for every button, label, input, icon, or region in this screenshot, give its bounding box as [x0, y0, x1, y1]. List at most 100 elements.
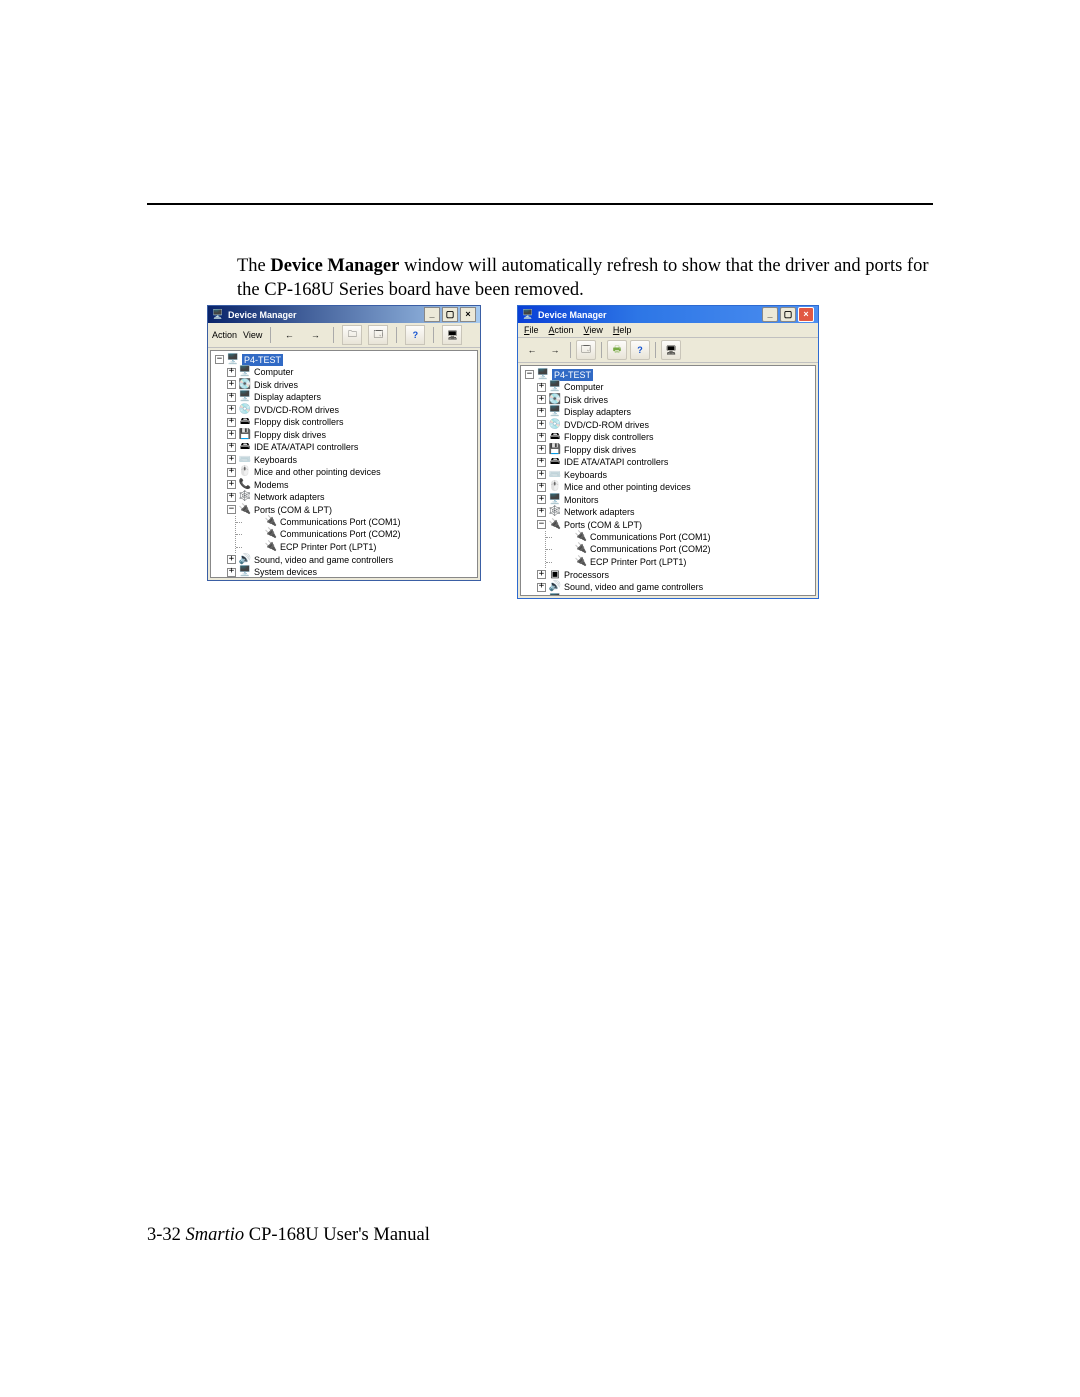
tree-item[interactable]: 💿DVD/CD-ROM drives — [227, 404, 339, 416]
tree-item[interactable]: 🖥️System devices — [227, 566, 317, 578]
close-button[interactable]: × — [460, 307, 476, 322]
tree-item-label[interactable]: DVD/CD-ROM drives — [564, 419, 649, 431]
tree-item[interactable]: 🔌Communications Port (COM1) — [253, 516, 401, 528]
menu-file[interactable]: File — [524, 325, 539, 335]
tree-item[interactable]: 💾Floppy disk drives — [537, 444, 636, 456]
tree-item-label[interactable]: Communications Port (COM2) — [280, 528, 401, 540]
expander-icon[interactable] — [537, 583, 546, 592]
scan-button[interactable]: 🖥 — [442, 325, 462, 345]
tree-item-label[interactable]: System devices — [254, 566, 317, 578]
tree-item[interactable]: ⌨️Keyboards — [537, 469, 607, 481]
back-button[interactable]: ← — [522, 340, 542, 360]
expander-icon[interactable] — [537, 433, 546, 442]
expander-icon[interactable] — [537, 445, 546, 454]
tree-item[interactable]: 🖱️Mice and other pointing devices — [227, 466, 381, 478]
expander-icon[interactable] — [537, 408, 546, 417]
tree-item-label[interactable]: Network adapters — [564, 506, 635, 518]
tree-item-label[interactable]: Network adapters — [254, 491, 325, 503]
tree-item-label[interactable]: Computer — [254, 366, 294, 378]
expander-icon[interactable] — [227, 368, 236, 377]
print-button[interactable]: 🖶 — [607, 340, 627, 360]
expander-icon[interactable] — [537, 495, 546, 504]
expander-icon[interactable] — [537, 458, 546, 467]
tree-item[interactable]: 💽Disk drives — [537, 394, 608, 406]
expander-icon[interactable] — [537, 383, 546, 392]
tree-item-label[interactable]: Monitors — [564, 494, 599, 506]
tree-item[interactable]: 🖴Floppy disk controllers — [227, 416, 344, 428]
forward-button[interactable]: → — [305, 325, 325, 345]
expander-icon[interactable] — [537, 595, 546, 596]
tree-item-label[interactable]: ECP Printer Port (LPT1) — [590, 556, 686, 568]
tree-item[interactable]: 🖴IDE ATA/ATAPI controllers — [537, 456, 668, 468]
menu-action[interactable]: Action — [549, 325, 574, 335]
tree-item[interactable]: 🖴IDE ATA/ATAPI controllers — [227, 441, 358, 453]
tree-item[interactable]: 🖥️Display adapters — [537, 406, 631, 418]
tree-item-label[interactable]: Processors — [564, 569, 609, 581]
tree-item[interactable]: 💿DVD/CD-ROM drives — [537, 419, 649, 431]
tree-item[interactable]: 💾Floppy disk drives — [227, 429, 326, 441]
tree-item[interactable]: 📞Modems — [227, 479, 289, 491]
tree-item-label[interactable]: Computer — [564, 381, 604, 393]
back-button[interactable]: ← — [279, 325, 299, 345]
tree-pane[interactable]: 🖥️P4-TEST🖥️Computer💽Disk drives🖥️Display… — [210, 350, 478, 578]
tree-item-label[interactable]: Floppy disk controllers — [254, 416, 344, 428]
tree-item-label[interactable]: Disk drives — [254, 379, 298, 391]
expander-icon[interactable] — [537, 520, 546, 529]
expander-icon[interactable] — [227, 568, 236, 577]
tree-item[interactable]: ▣Processors — [537, 569, 609, 581]
tree-item-label[interactable]: Sound, video and game controllers — [254, 554, 393, 566]
expander-icon[interactable] — [537, 483, 546, 492]
tree-item[interactable]: 🕸️Network adapters — [537, 506, 635, 518]
tree-item-label[interactable]: Floppy disk drives — [564, 444, 636, 456]
scan-button[interactable]: 🖥 — [661, 340, 681, 360]
tree-item[interactable]: 🔌Communications Port (COM2) — [253, 528, 401, 540]
expander-icon[interactable] — [227, 380, 236, 389]
tree-item[interactable]: ⌨️Keyboards — [227, 454, 297, 466]
expander-icon[interactable] — [227, 555, 236, 564]
tree-item-label[interactable]: Keyboards — [254, 454, 297, 466]
expander-icon[interactable] — [227, 393, 236, 402]
minimize-button[interactable]: _ — [762, 307, 778, 322]
expander-icon[interactable] — [227, 493, 236, 502]
tree-root[interactable]: 🖥️P4-TEST — [215, 354, 283, 366]
expander-icon[interactable] — [537, 395, 546, 404]
menu-action[interactable]: Action — [212, 330, 237, 340]
properties-button[interactable]: 🗔 — [368, 325, 388, 345]
expander-icon[interactable] — [227, 455, 236, 464]
tree-item[interactable]: 🔌Communications Port (COM1) — [563, 531, 711, 543]
tree-item-label[interactable]: Floppy disk controllers — [564, 431, 654, 443]
menu-view[interactable]: View — [243, 330, 262, 340]
forward-button[interactable]: → — [545, 340, 565, 360]
properties-button[interactable]: 🗔 — [576, 340, 596, 360]
tree-item[interactable]: 🖱️Mice and other pointing devices — [537, 481, 691, 493]
help-button[interactable]: ? — [630, 340, 650, 360]
expander-icon[interactable] — [525, 370, 534, 379]
tree-item[interactable]: 🖥️Monitors — [537, 494, 599, 506]
tree-item-label[interactable]: IDE ATA/ATAPI controllers — [564, 456, 668, 468]
tree-item[interactable]: 🔌Ports (COM & LPT) — [227, 504, 332, 516]
menu-view[interactable]: View — [584, 325, 603, 335]
tree-item-label[interactable]: Display adapters — [564, 406, 631, 418]
tree-item-label[interactable]: Sound, video and game controllers — [564, 581, 703, 593]
tree-item-label[interactable]: Communications Port (COM1) — [590, 531, 711, 543]
tree-item-label[interactable]: Communications Port (COM2) — [590, 543, 711, 555]
tree-root-label[interactable]: P4-TEST — [552, 369, 593, 381]
minimize-button[interactable]: _ — [424, 307, 440, 322]
tree-item[interactable]: 🖴Floppy disk controllers — [537, 431, 654, 443]
tree-root-label[interactable]: P4-TEST — [242, 354, 283, 366]
tree-item[interactable]: 🔊Sound, video and game controllers — [537, 581, 703, 593]
titlebar[interactable]: 🖥️ Device Manager _ ▢ × — [208, 306, 480, 323]
tree-item[interactable]: 💽Disk drives — [227, 379, 298, 391]
expander-icon[interactable] — [227, 505, 236, 514]
up-button[interactable]: 🗀 — [342, 325, 362, 345]
tree-item-label[interactable]: System devices — [564, 594, 627, 597]
tree-item-label[interactable]: Keyboards — [564, 469, 607, 481]
tree-pane[interactable]: 🖥️P4-TEST🖥️Computer💽Disk drives🖥️Display… — [520, 365, 816, 596]
expander-icon[interactable] — [215, 355, 224, 364]
expander-icon[interactable] — [227, 418, 236, 427]
tree-item[interactable]: 🔌ECP Printer Port (LPT1) — [253, 541, 376, 553]
tree-item-label[interactable]: Mice and other pointing devices — [254, 466, 381, 478]
expander-icon[interactable] — [227, 468, 236, 477]
tree-item[interactable]: 🕸️Network adapters — [227, 491, 325, 503]
tree-item[interactable]: 🔌ECP Printer Port (LPT1) — [563, 556, 686, 568]
